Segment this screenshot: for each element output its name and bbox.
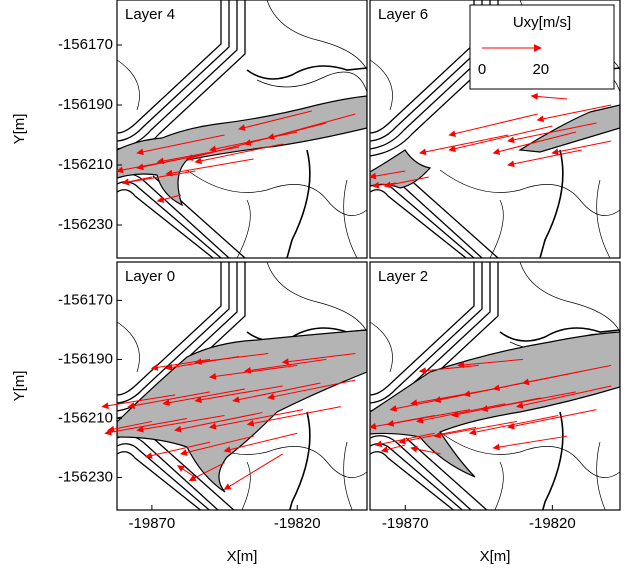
vector-arrow xyxy=(165,355,240,371)
y-tick-label: -156190 xyxy=(58,96,113,113)
panel-title: Layer 4 xyxy=(125,6,175,23)
vector-arrow xyxy=(374,432,435,448)
vector-arrow xyxy=(121,176,152,186)
legend-box xyxy=(469,4,615,90)
vector-arrow xyxy=(174,412,263,433)
vector-arrow xyxy=(368,415,435,430)
y-tick-label: -156190 xyxy=(58,350,113,367)
vector-arrow xyxy=(237,110,312,131)
panel-title-bg xyxy=(119,265,181,287)
vector-arrow xyxy=(165,158,254,177)
vector-arrow xyxy=(418,364,479,375)
vector-arrow xyxy=(536,104,612,123)
vector-arrow xyxy=(150,358,211,371)
legend-key-arrow xyxy=(482,44,542,52)
legend-tick-label: 0 xyxy=(478,61,486,78)
vector-arrow xyxy=(418,134,509,156)
vector-arrow xyxy=(208,131,298,153)
vector-arrow xyxy=(267,379,356,400)
vector-arrow xyxy=(156,194,182,203)
vector-arrow xyxy=(551,140,612,156)
vector-arrow xyxy=(194,143,283,165)
vector-arrow xyxy=(507,409,597,430)
x-tick-label: -19820 xyxy=(274,515,321,532)
panel-title-bg xyxy=(372,3,434,25)
vector-arrow xyxy=(415,403,506,424)
y-tick-label: -156170 xyxy=(58,36,113,53)
panel-title-bg xyxy=(119,3,181,25)
vector-arrow xyxy=(177,465,196,478)
vector-arrow xyxy=(104,417,187,436)
panel xyxy=(369,261,621,511)
panel xyxy=(116,0,368,259)
vector-arrow xyxy=(530,93,568,100)
y-tick-label: -156230 xyxy=(58,468,113,485)
panel-title: Layer 6 xyxy=(378,6,428,23)
vector-arrow xyxy=(101,394,176,410)
legend-title: Uxy[m/s] xyxy=(513,14,571,31)
y-tick-label: -156230 xyxy=(58,216,113,233)
legend-tick-label: 20 xyxy=(532,61,549,78)
vector-arrow xyxy=(457,358,523,369)
vector-arrow xyxy=(127,391,211,409)
vector-arrow xyxy=(281,353,356,366)
vector-arrow xyxy=(448,125,553,152)
vector-arrow xyxy=(107,420,152,433)
vector-arrow xyxy=(115,158,182,174)
panel-title: Layer 2 xyxy=(378,268,428,285)
vector-arrow xyxy=(468,415,559,436)
y-axis-label: Y[m] xyxy=(11,371,28,402)
vector-arrow xyxy=(368,170,406,180)
vector-arrow xyxy=(144,441,211,459)
vector-arrow xyxy=(223,453,283,490)
vector-arrow xyxy=(179,435,254,456)
vector-arrow xyxy=(507,149,582,168)
vector-arrow xyxy=(136,134,225,156)
vector-arrow xyxy=(136,415,225,433)
vector-arrow xyxy=(246,406,341,427)
y-tick-label: -156170 xyxy=(58,291,113,308)
vector-arrow xyxy=(389,394,465,412)
vector-arrow xyxy=(232,382,321,403)
y-tick-label: -156210 xyxy=(58,156,113,173)
vector-arrow xyxy=(223,432,298,453)
vector-arrow xyxy=(448,113,538,137)
vector-arrow xyxy=(492,131,577,155)
panel-title-bg xyxy=(372,265,434,287)
vector-arrow xyxy=(380,444,406,453)
vector-arrow xyxy=(507,122,597,144)
panel xyxy=(116,261,368,511)
vector-arrow xyxy=(492,435,568,451)
vector-arrow xyxy=(208,364,298,380)
x-axis-label: X[m] xyxy=(480,548,511,565)
vector-arrow xyxy=(208,409,304,430)
y-tick-label: -156210 xyxy=(58,409,113,426)
y-axis-label: Y[m] xyxy=(11,114,28,145)
vector-arrow xyxy=(371,181,397,189)
x-tick-label: -19820 xyxy=(529,515,576,532)
vector-arrow xyxy=(194,385,283,404)
vector-arrow xyxy=(162,388,245,407)
panel-title: Layer 0 xyxy=(125,268,175,285)
x-tick-label: -19870 xyxy=(382,515,429,532)
vector-arrow xyxy=(515,385,612,409)
x-axis-label: X[m] xyxy=(227,548,258,565)
vector-arrow xyxy=(410,445,441,455)
x-tick-label: -19870 xyxy=(129,515,176,532)
